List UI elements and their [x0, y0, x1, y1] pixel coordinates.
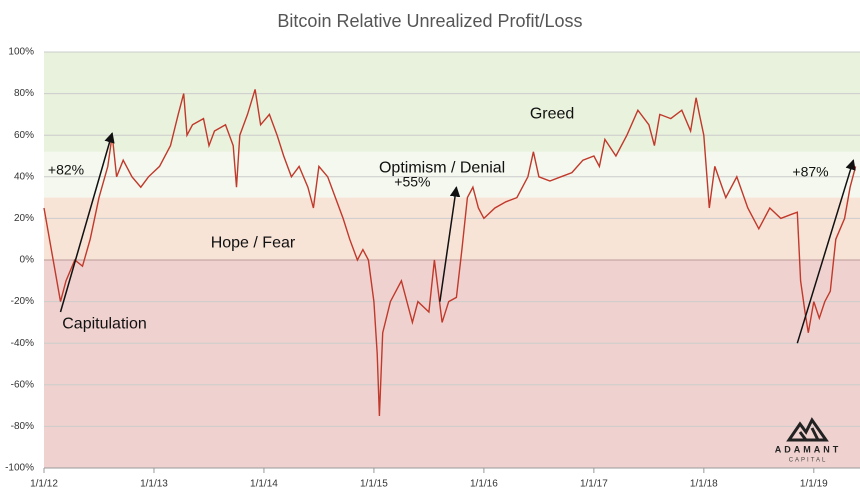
zones — [44, 52, 860, 468]
x-tick-label: 1/1/19 — [800, 479, 828, 490]
chart-title: Bitcoin Relative Unrealized Profit/Loss — [277, 11, 582, 31]
line — [43, 89, 857, 417]
annotation-arrow — [796, 159, 856, 344]
logo-subtitle: CAPITAL — [789, 458, 828, 464]
x-tick-label: 1/1/15 — [360, 479, 388, 490]
annotation: Optimism / Denial — [379, 160, 505, 177]
annotation: Capitulation — [62, 316, 147, 333]
y-tick-label: 100% — [8, 47, 34, 58]
zone — [44, 260, 860, 468]
annotation-arrow — [59, 132, 115, 313]
x-tick-label: 1/1/18 — [690, 479, 718, 490]
logo: ADAMANT CAPITAL — [775, 417, 842, 464]
y-tick-label: 20% — [14, 213, 34, 224]
annotation: Greed — [530, 106, 574, 123]
logo-name: ADAMANT — [775, 444, 842, 454]
y-tick-label: 60% — [14, 130, 34, 141]
x-tick-label: 1/1/16 — [470, 479, 498, 490]
x-tick-label: 1/1/13 — [140, 479, 168, 490]
annotation: +82% — [48, 161, 84, 177]
annotation: +87% — [792, 163, 828, 179]
y-tick-label: 80% — [14, 88, 34, 99]
x-tick-label: 1/1/14 — [250, 479, 278, 490]
annotation: Hope / Fear — [211, 235, 296, 252]
y-tick-label: -40% — [11, 338, 34, 349]
x-tick-label: 1/1/12 — [30, 479, 58, 490]
annotation-arrow — [439, 186, 461, 302]
zone — [44, 197, 860, 260]
y-tick-label: 40% — [14, 171, 34, 182]
logo-icon — [786, 417, 829, 442]
annotation: +55% — [394, 174, 430, 190]
y-tick-label: 0% — [20, 255, 35, 266]
zone — [44, 52, 860, 152]
y-tick-label: -100% — [5, 463, 34, 474]
y-tick-label: -20% — [11, 296, 34, 307]
y-tick-label: -60% — [11, 379, 34, 390]
y-tick-label: -80% — [11, 421, 34, 432]
x-tick-label: 1/1/17 — [580, 479, 608, 490]
